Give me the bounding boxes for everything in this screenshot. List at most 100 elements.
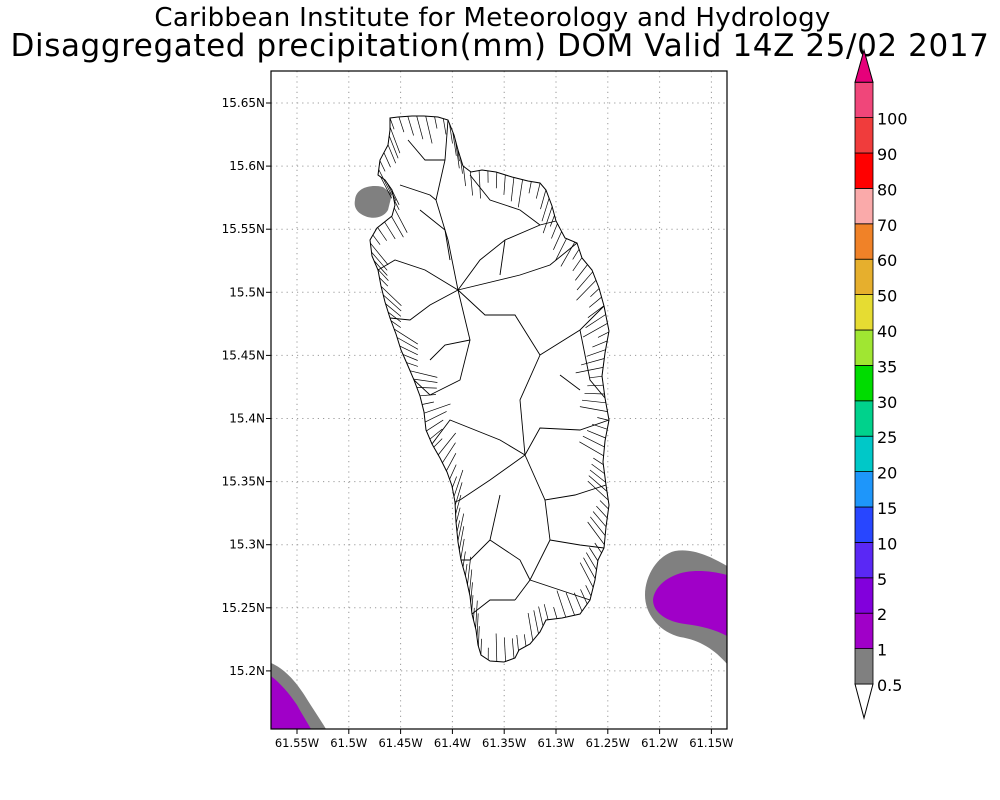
- legend-color-box: [854, 152, 874, 189]
- legend-color-box: [854, 471, 874, 508]
- coastal-stream: [429, 428, 443, 440]
- coastal-stream: [478, 626, 480, 647]
- lat-label: 15.55N: [222, 222, 265, 236]
- coastal-stream: [422, 401, 434, 405]
- legend-high-arrow: [854, 48, 874, 83]
- legend-level-label: 10: [877, 534, 897, 553]
- coastal-stream: [386, 182, 397, 202]
- coastal-stream: [590, 516, 606, 536]
- coastal-stream: [597, 331, 609, 338]
- coastal-stream: [551, 223, 558, 239]
- coastal-stream: [587, 305, 605, 318]
- coastal-stream: [389, 126, 401, 154]
- legend-color-box: [854, 435, 874, 473]
- coastal-stream: [540, 189, 547, 210]
- lon-label: 61.4W: [434, 736, 471, 750]
- coastal-stream: [402, 354, 418, 361]
- map-content: [271, 71, 727, 729]
- coastal-stream: [425, 116, 433, 144]
- coastal-stream: [587, 480, 609, 501]
- coastal-stream: [456, 520, 461, 533]
- coastal-stream: [437, 432, 456, 456]
- legend-color-box: [854, 117, 874, 154]
- coastal-stream: [565, 592, 575, 616]
- coastal-streams: [370, 115, 609, 662]
- coastal-stream: [449, 464, 457, 480]
- coastal-stream: [457, 149, 460, 162]
- coastal-stream: [410, 370, 438, 378]
- legend-level-label: 100: [877, 110, 908, 129]
- coastal-stream: [597, 417, 609, 421]
- coastal-stream: [455, 140, 460, 169]
- coastal-stream: [523, 634, 527, 647]
- chart-title-product: Disaggregated precipitation(mm) DOM Vali…: [10, 28, 990, 64]
- coastal-stream: [549, 215, 555, 227]
- legend-color-box: [854, 612, 874, 650]
- legend-level-label: 5: [877, 570, 887, 589]
- coastal-stream: [579, 562, 594, 588]
- legend-level-label: 35: [877, 357, 897, 376]
- legend-color-box: [854, 329, 874, 366]
- coastal-stream: [372, 234, 381, 245]
- coastal-stream: [591, 463, 605, 474]
- legend-color-box: [854, 400, 874, 437]
- precip-area-southwest: [271, 663, 326, 729]
- coastal-stream: [585, 314, 606, 328]
- coastal-stream: [406, 362, 419, 367]
- coastal-stream: [465, 563, 468, 576]
- map-border: [270, 70, 728, 730]
- coastal-stream: [586, 349, 606, 357]
- latitude-labels: 15.65N 15.6N 15.55N 15.5N 15.45N 15.4N 15.35N 1…: [222, 96, 265, 678]
- legend-color-box: [854, 81, 874, 118]
- coastal-stream: [457, 513, 465, 542]
- coastal-stream: [533, 610, 539, 634]
- coastal-stream: [378, 169, 392, 195]
- coastal-stream: [528, 181, 532, 194]
- coastal-stream: [587, 384, 604, 387]
- coastal-stream: [573, 592, 583, 612]
- coastal-stream: [576, 271, 593, 291]
- coastal-stream: [584, 392, 605, 395]
- coastal-stream: [387, 144, 397, 164]
- legend-level-label: 2: [877, 605, 887, 624]
- longitude-labels: 61.55W 61.5W 61.45W 61.4W 61.35W 61.3W 61.25W 6…: [275, 736, 734, 750]
- coastal-stream: [442, 118, 447, 135]
- coastal-stream: [452, 132, 457, 156]
- coastal-stream: [503, 637, 506, 662]
- coastal-stream: [582, 435, 605, 448]
- coastal-stream: [470, 582, 473, 603]
- coastal-stream: [455, 494, 462, 515]
- coastal-stream: [581, 358, 605, 366]
- coastal-stream: [599, 500, 609, 510]
- coastal-stream: [527, 613, 534, 641]
- coastal-stream: [589, 469, 606, 483]
- lon-label: 61.5W: [330, 736, 367, 750]
- legend-level-label: 15: [877, 499, 897, 518]
- coastal-stream: [442, 442, 456, 463]
- legend-color-box: [854, 223, 874, 260]
- lat-label: 15.35N: [222, 475, 265, 489]
- coastal-stream: [446, 453, 457, 471]
- legend-color-box: [854, 648, 874, 685]
- coastal-stream: [416, 115, 424, 140]
- coastal-stream: [587, 521, 605, 545]
- coastal-stream: [460, 157, 463, 174]
- coastal-stream: [416, 387, 437, 389]
- coastal-stream: [424, 411, 447, 423]
- legend-color-box: [854, 542, 874, 579]
- coastal-stream: [379, 277, 389, 287]
- coastal-stream: [588, 296, 602, 308]
- coastal-stream: [495, 633, 498, 662]
- lon-label: 61.2W: [641, 736, 678, 750]
- legend-level-label: 20: [877, 464, 897, 483]
- lon-label: 61.35W: [482, 736, 526, 750]
- coastal-stream: [579, 406, 608, 412]
- coastal-stream: [393, 199, 400, 211]
- precip-area-southeast: [645, 550, 727, 664]
- coastal-stream: [419, 394, 436, 397]
- precip-area-northwest: [354, 186, 392, 218]
- coastal-stream: [396, 337, 419, 350]
- legend-level-label: 0.5: [877, 676, 902, 695]
- legend-level-label: 70: [877, 216, 897, 235]
